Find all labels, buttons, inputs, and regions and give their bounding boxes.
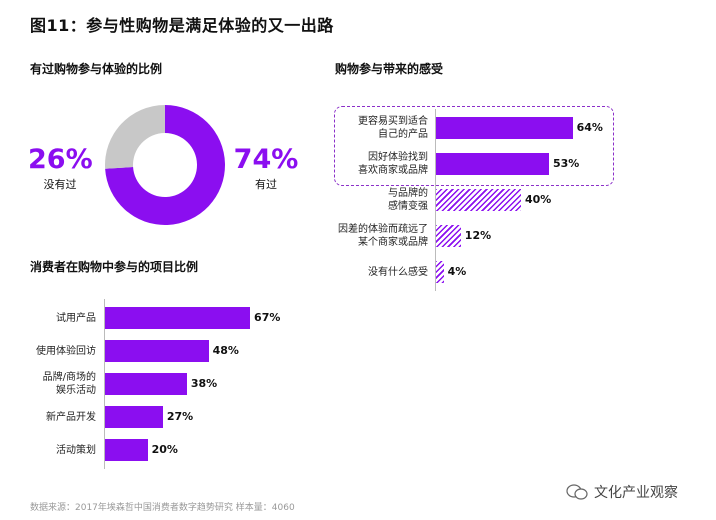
donut-chart — [105, 105, 225, 225]
donut-annotation-no: 26% 没有过 — [28, 144, 93, 192]
wechat-icon — [566, 484, 588, 500]
feeling-chart-title: 购物参与带来的感受 — [335, 62, 444, 76]
participation-bar — [104, 406, 163, 428]
source-note: 数据来源：2017年埃森哲中国消费者数字趋势研究 样本量：4060 — [30, 503, 295, 513]
feeling-value-label: 53% — [552, 157, 580, 170]
feeling-bar — [435, 117, 573, 139]
highlight-box — [334, 106, 614, 186]
feeling-bar — [435, 261, 444, 283]
participation-category-label: 新产品开发 — [46, 411, 96, 424]
participation-bar — [104, 307, 251, 329]
donut-label-no: 没有过 — [43, 178, 77, 191]
participation-category-label: 使用体验回访 — [36, 345, 96, 358]
feeling-category-label: 没有什么感受 — [368, 266, 428, 279]
watermark-text: 文化产业观察 — [594, 485, 678, 501]
participation-category-label-line: 新产品开发 — [46, 411, 96, 423]
donut-value-no: 26% — [28, 144, 93, 175]
participation-value-label: 20% — [151, 443, 178, 456]
participation-value-label: 48% — [212, 344, 239, 357]
participation-category-label-line: 使用体验回访 — [36, 345, 96, 357]
participation-category-label-line: 品牌/商场的 — [42, 372, 96, 383]
participation-category-label-line: 活动策划 — [56, 444, 96, 456]
feeling-category-label: 因好体验找到喜欢商家或品牌 — [358, 151, 428, 177]
feeling-category-label-line: 与品牌的 — [388, 188, 428, 199]
feeling-category-label-line: 因好体验找到 — [368, 152, 428, 163]
participation-bar — [104, 340, 209, 362]
participation-category-label: 品牌/商场的娱乐活动 — [43, 371, 96, 397]
donut-slice-no — [105, 105, 165, 169]
participation-category-label-line: 试用产品 — [56, 312, 96, 324]
feeling-axis-line — [435, 109, 436, 291]
donut-value-yes: 74% — [233, 144, 299, 175]
page-title: 图11：参与性购物是满足体验的又一出路 — [30, 16, 334, 35]
feeling-value-label: 64% — [576, 121, 603, 134]
feeling-category-label-line: 感情变强 — [388, 201, 428, 212]
participation-chart-title: 消费者在购物中参与的项目比例 — [30, 260, 199, 274]
donut-annotation-yes: 74% 有过 — [232, 146, 300, 192]
participation-value-label: 27% — [166, 410, 194, 423]
feeling-category-label-line: 更容易买到适合 — [358, 116, 428, 127]
feeling-bar — [435, 225, 461, 247]
feeling-category-label: 更容易买到适合自己的产品 — [358, 115, 428, 141]
feeling-category-label: 与品牌的 感情变强 — [388, 187, 428, 213]
donut-slice-yes — [105, 105, 225, 225]
feeling-value-label: 40% — [525, 193, 552, 206]
feeling-bar — [435, 189, 521, 211]
feeling-category-label-line: 因差的体验而疏远了 — [338, 224, 428, 235]
feeling-category-label-line: 某个商家或品牌 — [358, 237, 428, 248]
feeling-value-label: 12% — [464, 229, 492, 242]
feeling-bar — [435, 153, 549, 175]
feeling-category-label: 因差的体验而疏远了某个商家或品牌 — [338, 223, 428, 249]
feeling-category-label-line: 没有什么感受 — [368, 266, 428, 278]
donut-chart-title: 有过购物参与体验的比例 — [30, 62, 163, 76]
feeling-category-label-line: 喜欢商家或品牌 — [358, 165, 428, 176]
participation-bar — [104, 373, 187, 395]
participation-value-label: 67% — [254, 311, 281, 324]
participation-category-label-line: 娱乐活动 — [56, 385, 96, 396]
feeling-category-label-line: 自己的产品 — [378, 129, 428, 140]
feeling-value-label: 4% — [447, 265, 467, 278]
donut-label-yes: 有过 — [255, 178, 277, 191]
participation-value-label: 38% — [190, 377, 218, 390]
participation-axis-line — [104, 299, 105, 469]
watermark: 文化产业观察 — [566, 482, 678, 502]
participation-bar — [104, 439, 148, 461]
participation-category-label: 试用产品 — [56, 312, 96, 325]
participation-category-label: 活动策划 — [56, 444, 96, 457]
